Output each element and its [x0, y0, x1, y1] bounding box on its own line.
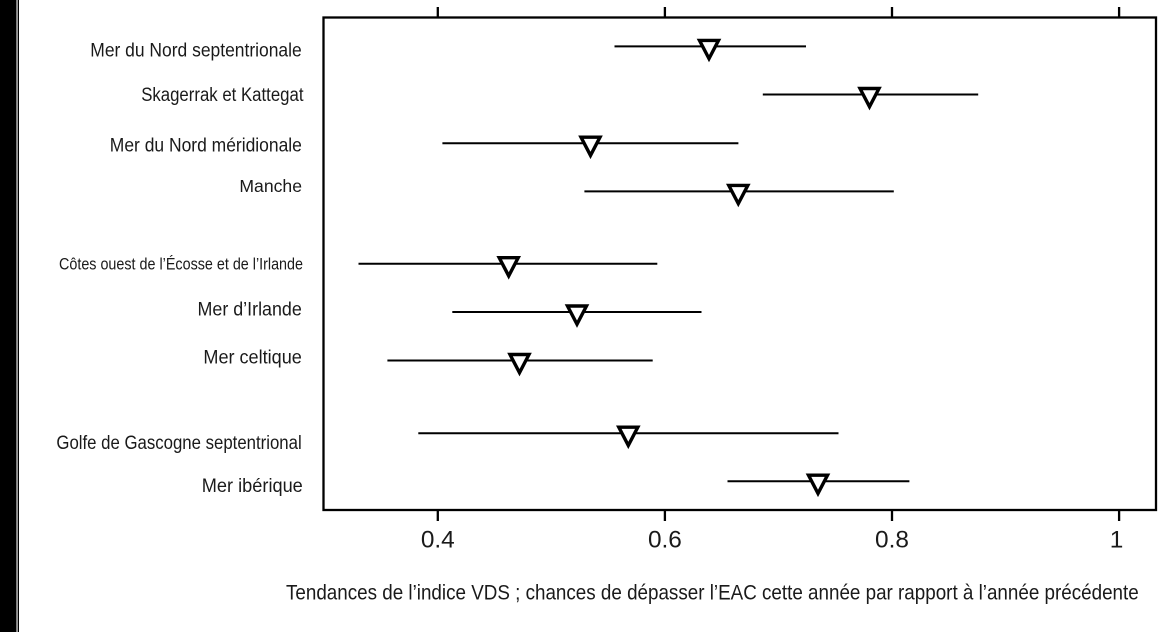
svg-text:Mer celtique: Mer celtique: [203, 347, 301, 368]
svg-text:Skagerrak et Kattegat: Skagerrak et Kattegat: [141, 85, 304, 106]
svg-text:Golfe de Gascogne septentriona: Golfe de Gascogne septentrional: [56, 433, 301, 454]
svg-text:Mer du Nord méridionale: Mer du Nord méridionale: [110, 136, 302, 157]
svg-text:1: 1: [1110, 526, 1124, 553]
svg-text:Tendances de l’indice VDS ; ch: Tendances de l’indice VDS ; chances de d…: [286, 580, 1139, 605]
svg-text:0.6: 0.6: [648, 526, 682, 553]
svg-text:Côtes ouest de l’Écosse et de: Côtes ouest de l’Écosse et de l’Irlande: [59, 254, 303, 273]
svg-text:0.4: 0.4: [421, 526, 455, 553]
svg-text:Mer ibérique: Mer ibérique: [202, 476, 303, 497]
svg-text:0.8: 0.8: [875, 526, 909, 553]
svg-text:Mer du Nord septentrionale: Mer du Nord septentrionale: [90, 41, 301, 62]
svg-text:Mer d’Irlande: Mer d’Irlande: [198, 300, 302, 321]
svg-text:Manche: Manche: [239, 176, 302, 196]
